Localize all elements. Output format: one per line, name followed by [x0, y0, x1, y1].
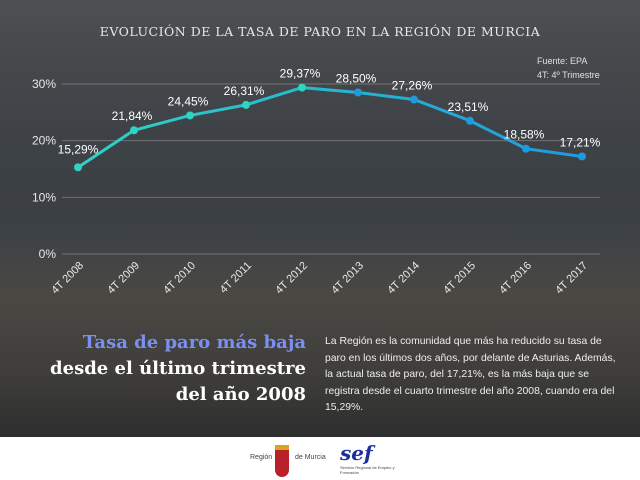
data-point	[186, 111, 194, 120]
region-murcia-crest-logo	[275, 445, 289, 477]
footer: Región de Murcia sef Servicio Regional d…	[0, 437, 640, 480]
x-tick-label: 4T 2009	[105, 260, 142, 297]
x-tick-label: 4T 2008	[49, 260, 86, 297]
headline: Tasa de paro más baja desde el último tr…	[20, 330, 306, 408]
data-point	[410, 95, 418, 104]
x-tick-label: 4T 2014	[385, 260, 422, 297]
infographic: EVOLUCIÓN DE LA TASA DE PARO EN LA REGIÓ…	[0, 0, 640, 437]
data-label: 15,29%	[58, 142, 99, 156]
data-point	[74, 163, 82, 172]
x-tick-label: 4T 2017	[553, 260, 590, 297]
data-label: 26,31%	[224, 84, 265, 98]
data-point	[130, 126, 138, 135]
headline-line: Tasa de paro más baja	[82, 332, 306, 353]
source-line: 4T: 4º Trimestre	[537, 70, 600, 80]
source-line: Fuente: EPA	[537, 56, 588, 66]
data-label: 18,58%	[504, 128, 545, 142]
x-tick-label: 4T 2016	[497, 260, 534, 297]
sef-logo: sef	[340, 441, 373, 465]
data-label: 17,21%	[560, 135, 601, 149]
series-line	[77, 86, 583, 169]
data-point	[522, 144, 530, 153]
data-point	[242, 100, 250, 109]
x-tick-label: 4T 2010	[161, 260, 198, 297]
x-tick-label: 4T 2011	[218, 260, 254, 296]
data-point	[354, 88, 362, 97]
y-tick-label: 30%	[32, 77, 56, 91]
data-point	[578, 152, 586, 161]
headline-line: desde el último trimestre	[50, 358, 306, 379]
source-note: Fuente: EPA 4T: 4º Trimestre	[537, 54, 600, 82]
x-tick-label: 4T 2013	[329, 260, 366, 297]
data-label: 29,37%	[280, 67, 321, 81]
description-text: La Región es la comunidad que más ha red…	[325, 336, 616, 413]
sef-subtitle: Servicio Regional de Empleo y Formación	[340, 465, 395, 475]
data-label: 28,50%	[336, 72, 377, 86]
y-tick-label: 20%	[32, 134, 56, 148]
y-tick-label: 10%	[32, 190, 56, 204]
line-chart: 0% 10% 20% 30% 15,29% 4T 2008 21,84% 4T 2009 24,…	[31, 67, 601, 297]
data-label: 21,84%	[112, 109, 153, 123]
data-point	[466, 116, 474, 125]
data-label: 27,26%	[392, 79, 433, 93]
x-tick-label: 4T 2012	[273, 260, 310, 297]
logo-region-text: Región	[250, 454, 273, 461]
data-label: 24,45%	[168, 94, 209, 108]
data-point	[298, 83, 306, 92]
chart-title: EVOLUCIÓN DE LA TASA DE PARO EN LA REGIÓ…	[99, 24, 541, 39]
logo-murcia-text: de Murcia	[295, 454, 326, 461]
x-tick-label: 4T 2015	[441, 260, 478, 297]
y-tick-label: 0%	[39, 247, 57, 261]
data-label: 23,51%	[448, 100, 489, 114]
headline-line: del año 2008	[175, 384, 306, 405]
